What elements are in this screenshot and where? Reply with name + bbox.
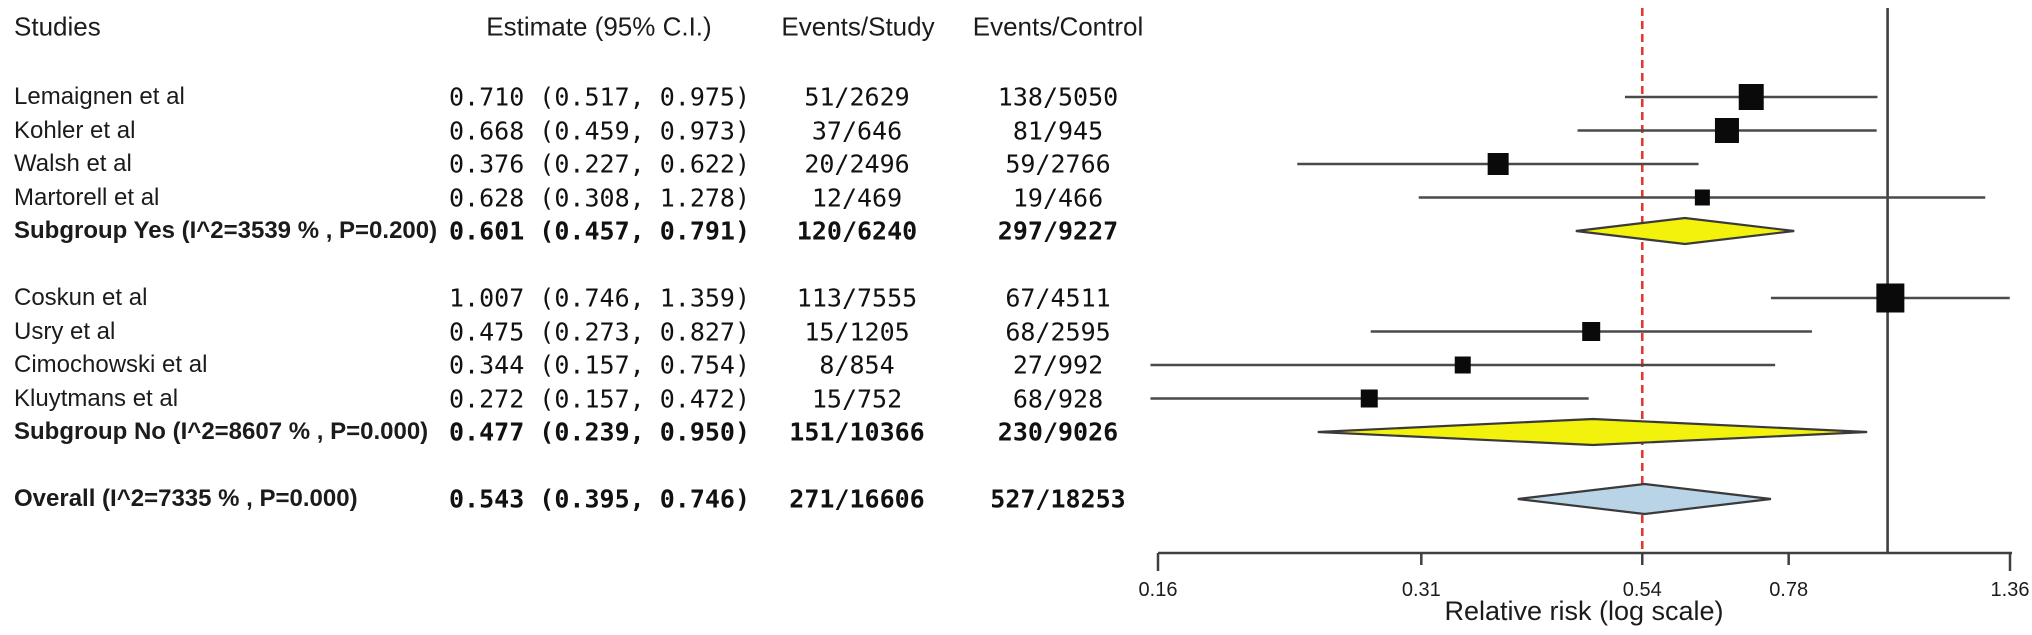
events-control-value: 527/18253 bbox=[990, 484, 1126, 514]
study-label: Usry et al bbox=[14, 317, 116, 345]
events-study-value: 20/2496 bbox=[804, 149, 910, 179]
events-study-value: 113/7555 bbox=[796, 283, 918, 313]
events-control-value: 27/992 bbox=[1012, 350, 1104, 380]
events-study-value: 15/752 bbox=[811, 384, 903, 413]
events-control-value: 81/945 bbox=[1012, 116, 1104, 145]
events-control-value: 19/466 bbox=[1012, 183, 1104, 212]
study-label: Martorell et al bbox=[14, 183, 160, 211]
subgroup-label: Subgroup No (I^2=8607 % , P=0.000) bbox=[14, 418, 429, 445]
events-control-value: 297/9227 bbox=[997, 216, 1119, 246]
effect-square bbox=[1582, 322, 1601, 341]
study-label: Kluytmans et al bbox=[14, 384, 179, 412]
estimate-value: 0.628 (0.308, 1.278) bbox=[449, 183, 751, 212]
estimate-value: 0.475 (0.273, 0.827) bbox=[449, 317, 751, 346]
x-tick-label: 0.31 bbox=[1402, 579, 1441, 601]
subgroup-diamond bbox=[1575, 216, 1795, 246]
estimate-value: 0.543 (0.395, 0.746) bbox=[449, 484, 751, 514]
column-header-events-study: Events/Study bbox=[781, 11, 935, 42]
overall-label: Overall (I^2=7335 % , P=0.000) bbox=[14, 485, 358, 512]
estimate-value: 0.601 (0.457, 0.791) bbox=[449, 216, 751, 246]
x-tick-label: 0.78 bbox=[1769, 579, 1808, 601]
estimate-value: 0.477 (0.239, 0.950) bbox=[449, 417, 751, 447]
subgroup-diamond bbox=[1317, 417, 1868, 447]
effect-square bbox=[1694, 189, 1710, 206]
x-tick-label: 1.36 bbox=[1991, 579, 2030, 601]
estimate-value: 0.272 (0.157, 0.472) bbox=[449, 384, 751, 413]
events-study-value: 12/469 bbox=[811, 183, 903, 212]
events-control-value: 68/928 bbox=[1012, 384, 1104, 413]
events-study-value: 271/16606 bbox=[789, 484, 925, 514]
column-header-studies: Studies bbox=[14, 11, 101, 42]
overall-diamond bbox=[1517, 482, 1772, 516]
estimate-value: 1.007 (0.746, 1.359) bbox=[449, 283, 751, 313]
estimate-value: 0.344 (0.157, 0.754) bbox=[449, 350, 751, 380]
events-control-value: 230/9026 bbox=[997, 417, 1119, 447]
x-axis-title: Relative risk (log scale) bbox=[1444, 596, 1723, 626]
events-study-value: 51/2629 bbox=[804, 82, 910, 112]
effect-square bbox=[1487, 153, 1509, 175]
events-study-value: 120/6240 bbox=[796, 216, 918, 246]
estimate-value: 0.710 (0.517, 0.975) bbox=[449, 82, 751, 112]
study-label: Coskun et al bbox=[14, 284, 148, 311]
events-study-value: 151/10366 bbox=[789, 417, 925, 447]
events-control-value: 68/2595 bbox=[1005, 317, 1111, 346]
x-tick-label: 0.54 bbox=[1623, 579, 1662, 601]
effect-square bbox=[1360, 389, 1378, 408]
study-label: Kohler et al bbox=[14, 116, 136, 144]
effect-square bbox=[1876, 283, 1905, 313]
x-tick-label: 0.16 bbox=[1139, 579, 1178, 601]
estimate-value: 0.376 (0.227, 0.622) bbox=[449, 149, 751, 179]
column-header-events-control: Events/Control bbox=[972, 11, 1144, 42]
study-label: Walsh et al bbox=[14, 150, 132, 177]
study-label: Cimochowski et al bbox=[14, 351, 208, 378]
subgroup-label: Subgroup Yes (I^2=3539 % , P=0.200) bbox=[14, 217, 438, 244]
column-header-estimate: Estimate (95% C.I.) bbox=[486, 11, 712, 42]
effect-square bbox=[1454, 356, 1471, 374]
events-control-value: 138/5050 bbox=[997, 82, 1119, 112]
study-label: Lemaignen et al bbox=[14, 83, 185, 110]
events-study-value: 8/854 bbox=[819, 350, 895, 380]
estimate-value: 0.668 (0.459, 0.973) bbox=[449, 116, 751, 145]
effect-square bbox=[1714, 118, 1739, 143]
events-control-value: 59/2766 bbox=[1005, 149, 1111, 179]
events-study-value: 37/646 bbox=[811, 116, 903, 145]
events-study-value: 15/1205 bbox=[804, 317, 910, 346]
effect-square bbox=[1738, 84, 1764, 110]
events-control-value: 67/4511 bbox=[1005, 283, 1111, 313]
